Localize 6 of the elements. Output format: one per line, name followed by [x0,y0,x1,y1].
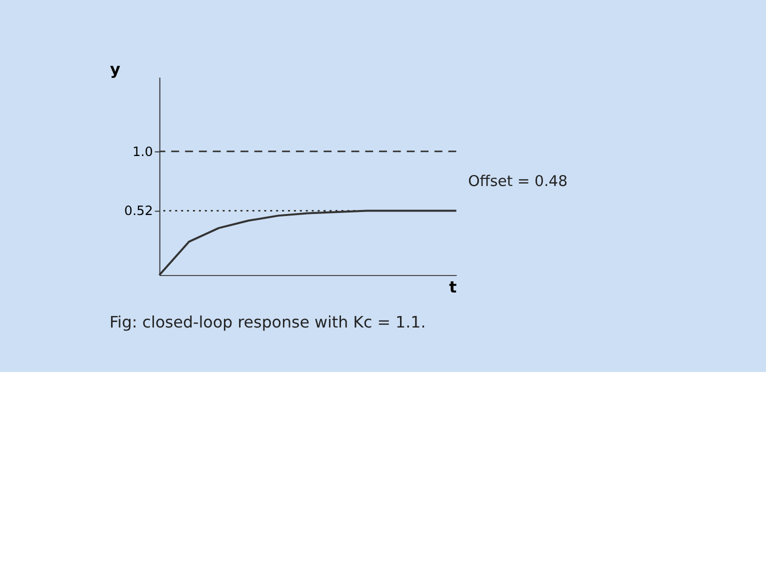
y-tick-label: 1.0 [132,144,153,160]
y-axis-title: y [110,60,121,79]
text: Offset = 0.48 [468,173,568,190]
x-axis-title: t [449,277,458,296]
y-tick-label: 0.52 [124,204,153,220]
text: Fig: closed-loop response with Kc = 1.1. [109,312,426,332]
